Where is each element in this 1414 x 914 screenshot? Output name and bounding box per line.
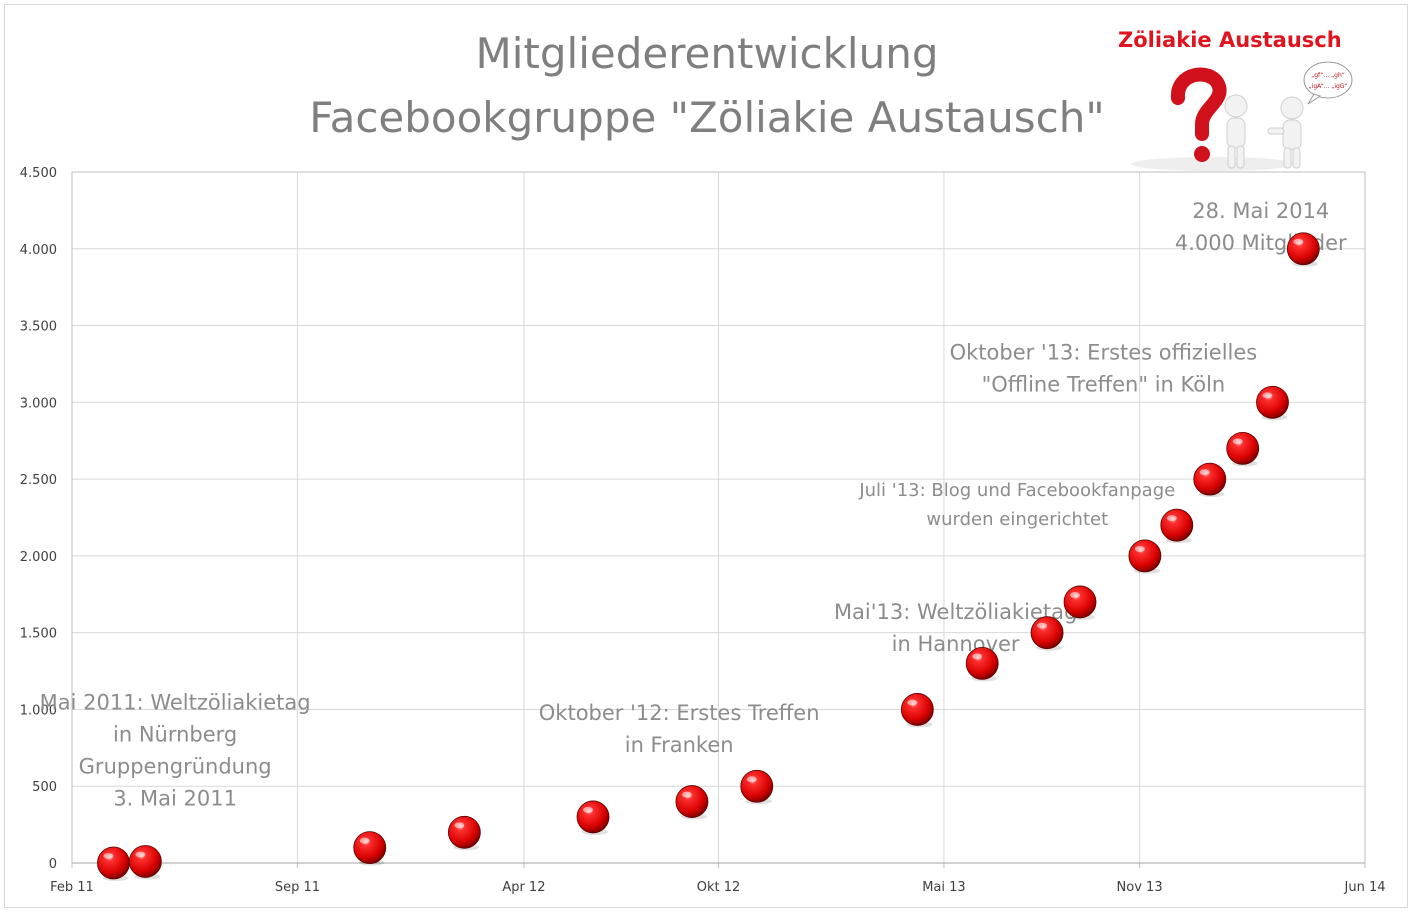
data-point	[1193, 462, 1227, 498]
x-tick-label: Apr 12	[502, 880, 545, 895]
data-point	[740, 769, 774, 805]
data-point	[576, 800, 610, 835]
y-tick-label: 500	[32, 780, 57, 795]
y-tick-label: 2.500	[20, 473, 57, 488]
chart-title-block: Mitgliederentwicklung Facebookgruppe "Zö…	[0, 22, 1414, 150]
data-point	[1286, 232, 1320, 267]
annotation-line: 4.000 Mitglieder	[1175, 231, 1347, 255]
data-point	[675, 785, 709, 820]
annotation-line: Mai 2011: Weltzöliakietag	[40, 690, 311, 714]
annotations: Mai 2011: Weltzöliakietag in Nürnberg Grup…	[40, 199, 1347, 810]
chart-subtitle: Facebookgruppe "Zöliakie Austausch"	[309, 93, 1105, 142]
x-tick-label: Sep 11	[275, 880, 320, 895]
annotation-line: in Franken	[625, 733, 734, 757]
annotation-line: Mai'13: Weltzöliakietag	[834, 600, 1077, 624]
annotation-line: 3. Mai 2011	[113, 786, 237, 810]
data-point	[97, 846, 130, 881]
bubble-line-1: „gf“... „gh“	[1311, 72, 1345, 79]
y-tick-label: 3.000	[20, 396, 57, 411]
data-point	[900, 693, 934, 728]
data-point	[965, 646, 999, 682]
y-tick-label: 4.500	[20, 166, 57, 181]
logo: Zöliakie Austausch „gf“... „gh“ „igA“...…	[1118, 28, 1354, 178]
x-tick-label: Feb 11	[50, 880, 94, 895]
data-point	[1226, 431, 1260, 467]
annotation-line: Gruppengründung	[79, 754, 272, 778]
chart-title: Mitgliederentwicklung	[475, 29, 939, 78]
data-point	[1063, 585, 1097, 620]
chart-frame	[4, 4, 1408, 908]
x-tick-label: Nov 13	[1117, 880, 1163, 895]
y-tick-label: 1.000	[20, 703, 57, 718]
y-tick-label: 0	[49, 857, 57, 872]
annotation-line: 28. Mai 2014	[1192, 199, 1329, 223]
annotation-line: "Offline Treffen" in Köln	[982, 372, 1226, 396]
logo-figures-icon: „gf“... „gh“ „igA“... „igG“	[1131, 61, 1353, 171]
data-point	[1160, 508, 1194, 544]
bubble-line-2: „igA“... „igG“	[1309, 83, 1348, 90]
y-tick-label: 1.500	[20, 627, 57, 642]
y-tick-label: 2.000	[20, 550, 57, 565]
data-point	[447, 815, 481, 851]
x-tick-label: Okt 12	[697, 880, 741, 895]
x-tick-label: Mai 13	[922, 880, 965, 895]
data-point	[1030, 616, 1064, 651]
y-tick-label: 4.000	[20, 243, 57, 258]
x-tick-label: Jun 14	[1344, 880, 1386, 895]
y-tick-label: 3.500	[20, 320, 57, 335]
data-points	[97, 232, 1320, 881]
annotation-line: Juli '13: Blog und Facebookfanpage	[858, 480, 1175, 501]
logo-text: Zöliakie Austausch	[1118, 28, 1342, 52]
annotation-line: in Nürnberg	[113, 722, 237, 746]
annotation-line: wurden eingerichtet	[926, 509, 1108, 530]
data-point	[353, 831, 387, 866]
annotation-line: Oktober '12: Erstes Treffen	[539, 701, 820, 725]
annotation-line: in Hannover	[892, 632, 1020, 656]
data-point	[1256, 385, 1289, 421]
axes: 0 500 1.000 1.500 2.000 2.500 3.000 3.500 4.000 4…	[20, 166, 1386, 895]
data-point	[128, 845, 162, 880]
data-point	[1128, 539, 1162, 574]
annotation-line: Oktober '13: Erstes offizielles	[950, 340, 1258, 364]
